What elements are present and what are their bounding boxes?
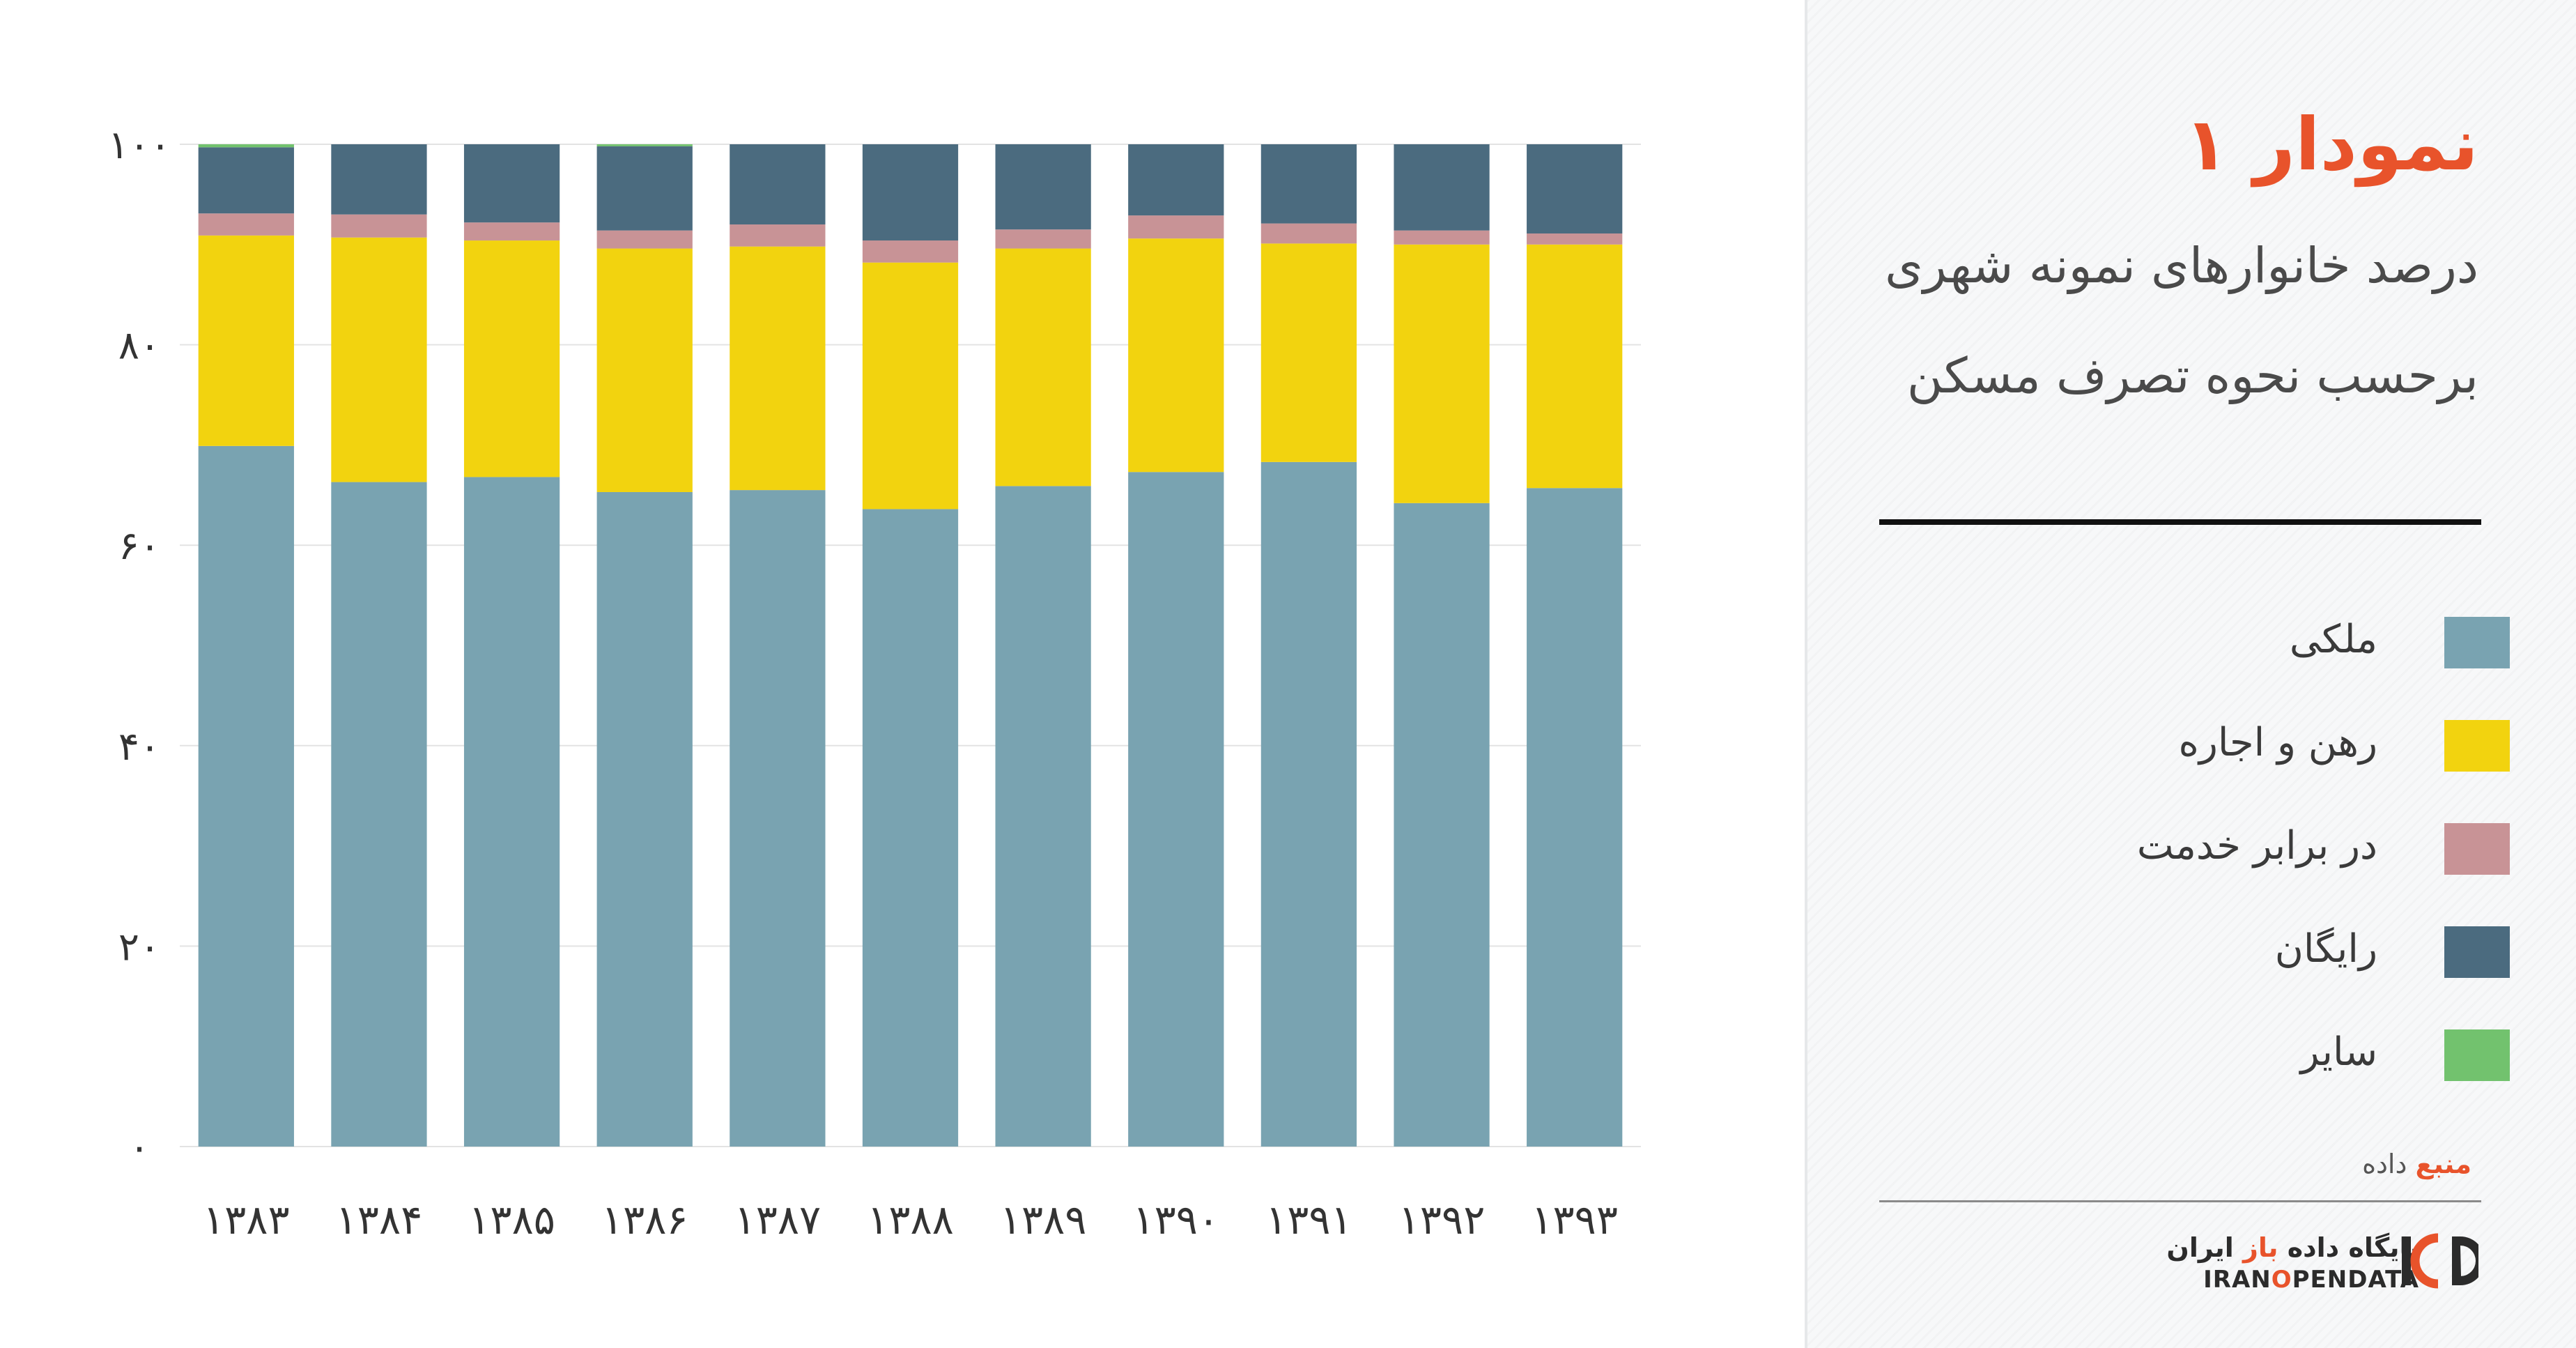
legend-item: رایگان xyxy=(2274,926,2510,978)
legend-label: در برابر خدمت xyxy=(2136,823,2377,868)
brand-en-accent: O xyxy=(2271,1266,2292,1294)
iod-logo-icon xyxy=(2402,1233,2478,1289)
stacked-bar-chart: ۰ ۲۰ ۴۰ ۶۰ ۸۰ ۱۰۰ ۱۳۸۳ ۱۳۸۴ ۱۳۸۵ ۱۳۸۶ ۱۳۸۷ ۱۳۸۸ ۱۳۸۹… xyxy=(108,123,1641,1243)
x-tick-label: ۱۳۹۱ xyxy=(1265,1196,1352,1243)
y-tick-label: ۶۰ xyxy=(118,523,160,569)
bar-segment xyxy=(730,224,826,247)
y-tick-label: ۴۰ xyxy=(118,724,160,769)
bar-segment xyxy=(596,230,693,249)
bar-segment xyxy=(995,248,1091,487)
legend-item: سایر xyxy=(2300,1029,2510,1081)
bar-segment xyxy=(198,213,294,236)
chart-subtitle-line1: درصد خانوارهای نمونه شهری xyxy=(1885,237,2478,294)
bar-segment xyxy=(198,445,294,1147)
bar-segment xyxy=(331,144,427,215)
brand-text: پایگاه داده باز ایران IRANOPENDATA xyxy=(2166,1232,2419,1294)
brand-en-prefix: IRAN xyxy=(2203,1266,2272,1294)
title-divider xyxy=(1879,519,2481,525)
y-tick-label: ۲۰ xyxy=(118,924,160,970)
chart-title: نمودار ۱ xyxy=(2184,102,2478,187)
x-tick-label: ۱۳۸۹ xyxy=(1000,1196,1087,1243)
x-tick-label: ۱۳۹۲ xyxy=(1398,1196,1486,1243)
info-panel: نمودار ۱ درصد خانوارهای نمونه شهری برحسب… xyxy=(1805,0,2576,1348)
bar-segment xyxy=(331,237,427,482)
chart-area: ۰ ۲۰ ۴۰ ۶۰ ۸۰ ۱۰۰ ۱۳۸۳ ۱۳۸۴ ۱۳۸۵ ۱۳۸۶ ۱۳۸۷ ۱۳۸۸ ۱۳۸۹… xyxy=(108,123,1641,1243)
x-tick-label: ۱۳۸۳ xyxy=(203,1196,290,1243)
legend-item: در برابر خدمت xyxy=(2136,823,2510,875)
legend-swatch xyxy=(2444,1029,2510,1081)
bar-segment xyxy=(730,144,826,225)
bar-segment xyxy=(1394,230,1490,245)
bar-segment xyxy=(1128,215,1224,239)
x-tick-label: ۱۳۹۰ xyxy=(1132,1196,1219,1243)
bar-segment xyxy=(1394,244,1490,503)
bar-segment xyxy=(1394,144,1490,231)
bar-segment xyxy=(995,229,1091,249)
bar-segment xyxy=(995,144,1091,230)
legend-label: رهن و اجاره xyxy=(2178,720,2377,765)
bar-segment xyxy=(730,246,826,491)
x-tick-label: ۱۳۸۸ xyxy=(867,1196,954,1243)
bar-segment xyxy=(1128,238,1224,473)
bar-segment xyxy=(463,222,560,241)
brand-name-en: IRANOPENDATA xyxy=(2166,1266,2419,1294)
bar-segment xyxy=(862,262,959,510)
legend-swatch xyxy=(2444,617,2510,668)
legend-label: رایگان xyxy=(2274,926,2377,972)
legend-swatch xyxy=(2444,926,2510,978)
source-label-accent: منبع xyxy=(2415,1149,2471,1179)
legend-swatch xyxy=(2444,823,2510,875)
bar-segment xyxy=(596,248,693,492)
bar-segment xyxy=(198,235,294,446)
bar-segment xyxy=(596,146,693,231)
bar-segment xyxy=(995,486,1091,1147)
legend-item: ملکی xyxy=(2289,617,2510,668)
bar-segment xyxy=(596,144,693,146)
brand-name-fa: پایگاه داده باز ایران xyxy=(2166,1232,2419,1263)
legend-label: سایر xyxy=(2300,1029,2377,1075)
bar-segment xyxy=(1260,223,1357,244)
brand-en-suffix: PENDATA xyxy=(2292,1266,2419,1294)
bar-segment xyxy=(1394,503,1490,1147)
x-tick-label: ۱۳۸۷ xyxy=(734,1196,822,1243)
bar-segment xyxy=(1527,233,1623,245)
bar-segment xyxy=(463,144,560,223)
bar-segment xyxy=(596,491,693,1147)
bar-segment xyxy=(1260,461,1357,1147)
bar-segment xyxy=(1260,243,1357,462)
x-tick-label: ۱۳۹۳ xyxy=(1531,1196,1618,1243)
bar-segment xyxy=(1128,472,1224,1147)
bar-segment xyxy=(331,482,427,1147)
x-tick-label: ۱۳۸۶ xyxy=(601,1196,688,1243)
source-label-rest: داده xyxy=(2362,1149,2416,1179)
bar-segment xyxy=(862,144,959,241)
y-tick-label: ۱۰۰ xyxy=(108,123,171,168)
chart-subtitle-line2: برحسب نحوه تصرف مسکن xyxy=(1906,347,2478,404)
bar-segment xyxy=(862,240,959,263)
bar-segment xyxy=(331,214,427,238)
bar-segment xyxy=(1128,144,1224,216)
bar-segment xyxy=(463,477,560,1147)
bar-segment xyxy=(1527,144,1623,233)
bar-segment xyxy=(862,509,959,1147)
brand-fa-accent: باز xyxy=(2243,1232,2278,1263)
bar-segment xyxy=(1260,144,1357,224)
bar-segment xyxy=(198,147,294,214)
footer-divider xyxy=(1879,1200,2481,1202)
brand-fa-suffix: ایران xyxy=(2166,1232,2244,1263)
x-tick-label: ۱۳۸۴ xyxy=(336,1196,423,1243)
legend-item: رهن و اجاره xyxy=(2178,720,2510,772)
bar-segment xyxy=(1527,244,1623,489)
legend-label: ملکی xyxy=(2289,617,2377,662)
source-link[interactable]: منبع داده xyxy=(2362,1149,2471,1179)
x-tick-label: ۱۳۸۵ xyxy=(468,1196,555,1243)
brand-fa-prefix: پایگاه داده xyxy=(2278,1232,2419,1263)
y-tick-label: ۰ xyxy=(129,1125,150,1170)
y-tick-label: ۸۰ xyxy=(118,323,160,369)
legend-swatch xyxy=(2444,720,2510,772)
bar-segment xyxy=(1527,488,1623,1147)
bar-segment xyxy=(463,240,560,477)
bar-segment xyxy=(730,490,826,1147)
bar-segment xyxy=(198,144,294,148)
